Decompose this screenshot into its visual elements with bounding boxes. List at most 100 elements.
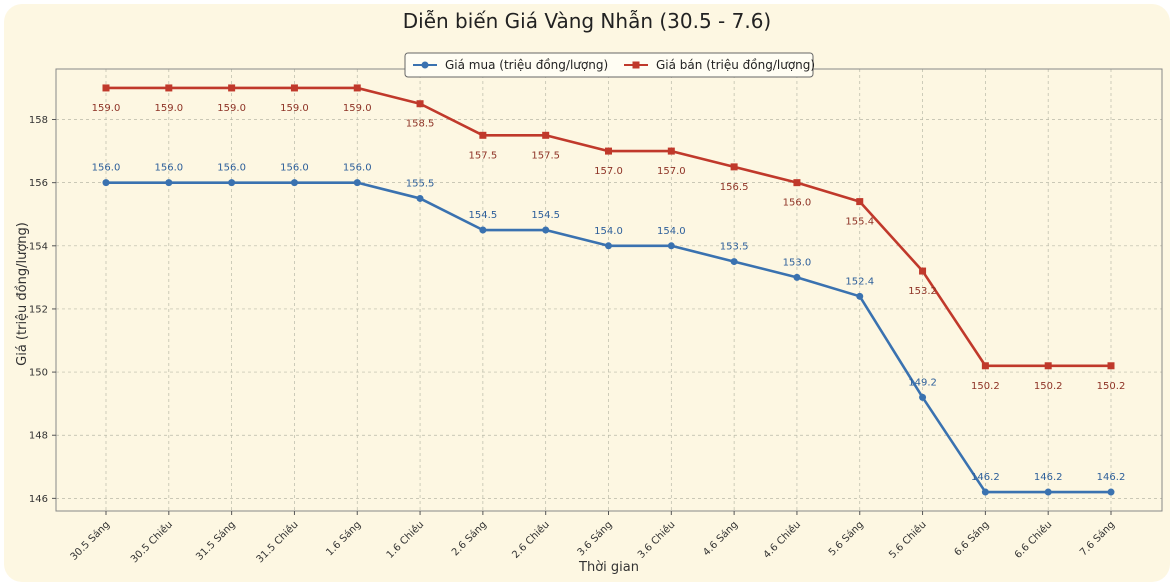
data-point-square xyxy=(416,100,424,108)
legend-entry-buy: Giá mua (triệu đồng/lượng) xyxy=(445,58,608,72)
data-point-circle xyxy=(856,292,864,300)
data-point-circle xyxy=(981,488,989,496)
data-point-circle xyxy=(353,179,361,187)
data-label: 156.0 xyxy=(280,163,309,174)
data-label: 159.0 xyxy=(280,103,309,114)
data-label: 154.0 xyxy=(657,226,686,237)
chart-card: Diễn biến Giá Vàng Nhẫn (30.5 - 7.6) 146… xyxy=(4,4,1170,582)
data-label: 156.5 xyxy=(720,182,749,193)
data-point-square xyxy=(102,84,110,92)
data-point-square xyxy=(228,84,236,92)
data-point-circle xyxy=(479,226,487,234)
x-axis-label: Thời gian xyxy=(578,560,639,575)
legend: Giá mua (triệu đồng/lượng) Giá bán (triệ… xyxy=(404,52,815,78)
data-label: 155.5 xyxy=(406,178,435,189)
y-tick-label: 148 xyxy=(29,431,48,442)
data-label: 156.0 xyxy=(783,198,812,209)
data-point-circle xyxy=(416,194,424,202)
data-point-circle xyxy=(102,179,110,187)
data-label: 156.0 xyxy=(343,163,372,174)
plot-frame xyxy=(55,68,1163,512)
x-tick-label: 2.6 Sáng xyxy=(449,519,489,559)
data-point-square xyxy=(981,362,989,370)
x-tick-label: 31.5 Chiều xyxy=(254,519,301,566)
x-tick-label: 4.6 Chiều xyxy=(761,519,803,561)
data-label: 146.2 xyxy=(971,472,1000,483)
data-label: 157.5 xyxy=(469,150,498,161)
data-label: 150.2 xyxy=(971,381,1000,392)
x-tick-label: 3.6 Chiều xyxy=(635,519,677,561)
data-point-square xyxy=(165,84,173,92)
data-point-circle xyxy=(730,258,738,266)
data-point-square xyxy=(290,84,298,92)
data-point-circle xyxy=(793,273,801,281)
data-point-circle xyxy=(1044,488,1052,496)
data-label: 159.0 xyxy=(343,103,372,114)
x-tick-label: 6.6 Chiều xyxy=(1012,519,1054,561)
x-tick-label: 5.6 Chiều xyxy=(886,519,928,561)
data-label: 150.2 xyxy=(1034,381,1063,392)
data-label: 156.0 xyxy=(92,163,121,174)
y-axis-label: Giá (triệu đồng/lượng) xyxy=(15,222,30,366)
grid-lines xyxy=(56,69,1162,511)
y-tick-label: 156 xyxy=(29,178,48,189)
data-label: 156.0 xyxy=(154,163,183,174)
y-axis-ticks: 146 148 150 152 154 156 158 xyxy=(29,115,56,505)
data-point-square xyxy=(793,179,801,187)
x-tick-label: 1.6 Sáng xyxy=(324,519,364,559)
x-tick-label: 30.5 Sáng xyxy=(68,519,112,563)
price-line-chart: Diễn biến Giá Vàng Nhẫn (30.5 - 7.6) 146… xyxy=(15,9,1163,575)
data-label: 155.4 xyxy=(845,217,874,228)
x-tick-label: 4.6 Sáng xyxy=(700,519,740,559)
y-tick-label: 146 xyxy=(29,494,48,505)
series-layer xyxy=(102,84,1115,496)
chart-title: Diễn biến Giá Vàng Nhẫn (30.5 - 7.6) xyxy=(403,9,771,33)
x-tick-label: 5.6 Sáng xyxy=(826,519,866,559)
data-label: 159.0 xyxy=(92,103,121,114)
data-label: 154.5 xyxy=(469,210,498,221)
data-label: 150.2 xyxy=(1097,381,1126,392)
data-point-square xyxy=(479,131,487,139)
data-labels-layer: 156.0 156.0 156.0 156.0 156.0 155.5 154.5 154.5… xyxy=(92,103,1126,483)
legend-marker-buy xyxy=(421,61,429,69)
data-point-square xyxy=(856,198,864,206)
y-tick-label: 150 xyxy=(29,368,48,379)
data-point-circle xyxy=(542,226,550,234)
x-tick-label: 30.5 Chiều xyxy=(128,519,175,566)
data-label: 153.0 xyxy=(783,257,812,268)
data-point-circle xyxy=(605,242,612,250)
data-label: 159.0 xyxy=(154,103,183,114)
data-label: 157.5 xyxy=(531,150,560,161)
data-point-square xyxy=(542,131,550,139)
data-label: 146.2 xyxy=(1034,472,1063,483)
data-label: 156.0 xyxy=(217,163,246,174)
data-point-square xyxy=(919,267,927,275)
data-point-circle xyxy=(667,242,675,250)
data-label: 153.2 xyxy=(908,286,937,297)
x-tick-label: 7.6 Sáng xyxy=(1077,519,1117,559)
data-point-square xyxy=(605,147,612,155)
legend-box xyxy=(404,52,814,78)
data-label: 153.5 xyxy=(720,242,749,253)
data-label: 157.0 xyxy=(594,166,623,177)
legend-marker-sell xyxy=(632,61,640,69)
y-tick-label: 152 xyxy=(29,304,48,315)
data-label: 154.0 xyxy=(594,226,623,237)
data-label: 158.5 xyxy=(406,119,435,130)
x-tick-label: 6.6 Sáng xyxy=(952,519,992,559)
data-point-circle xyxy=(919,393,927,401)
data-label: 152.4 xyxy=(845,276,874,287)
data-label: 154.5 xyxy=(531,210,560,221)
data-point-square xyxy=(1044,362,1052,370)
data-point-circle xyxy=(228,179,236,187)
data-label: 146.2 xyxy=(1097,472,1126,483)
data-label: 157.0 xyxy=(657,166,686,177)
data-label: 159.0 xyxy=(217,103,246,114)
data-point-square xyxy=(1107,362,1115,370)
y-tick-label: 158 xyxy=(29,115,48,126)
data-point-square xyxy=(730,163,738,171)
data-point-square xyxy=(667,147,675,155)
data-point-circle xyxy=(1107,488,1115,496)
x-tick-label: 3.6 Sáng xyxy=(575,519,615,559)
x-tick-label: 2.6 Chiều xyxy=(510,519,552,561)
